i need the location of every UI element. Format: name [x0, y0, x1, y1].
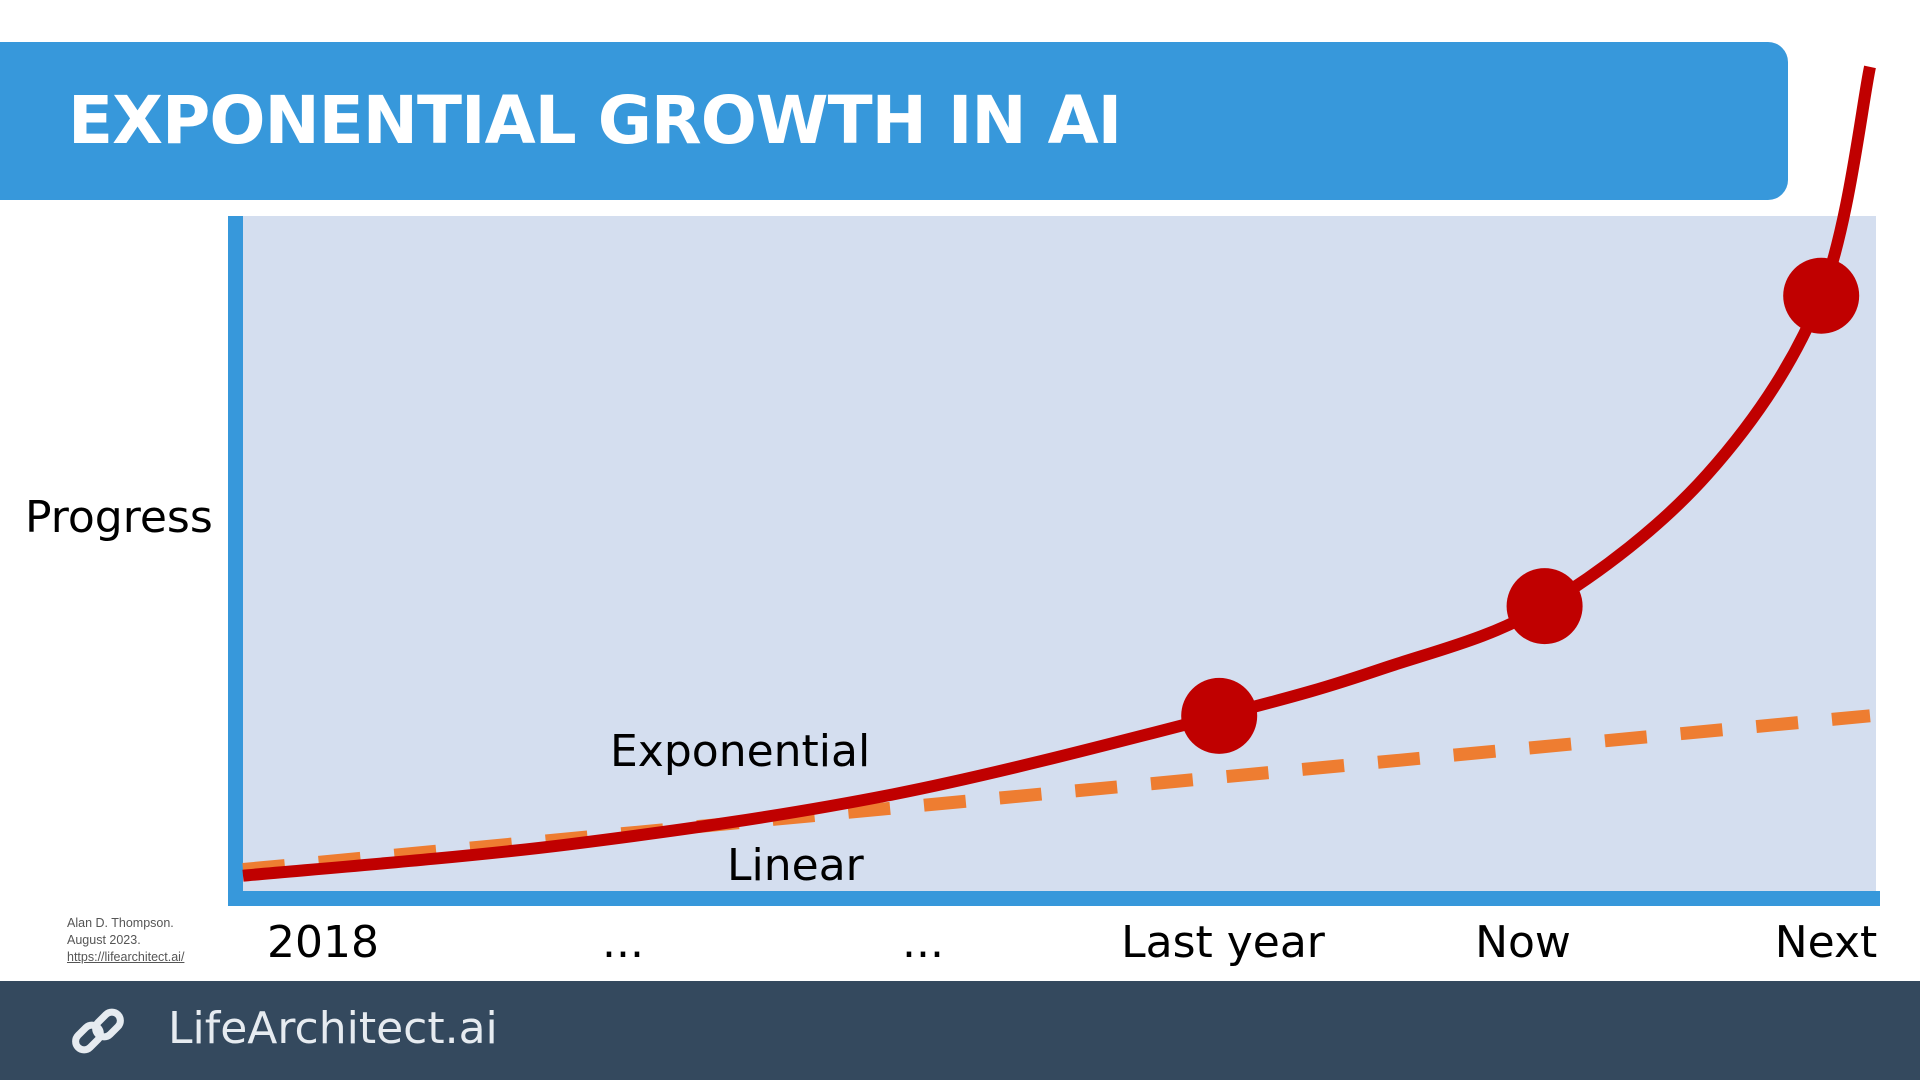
data-point-marker-3	[1783, 257, 1860, 334]
data-point-marker-1	[1181, 677, 1258, 754]
slide-title: EXPONENTIAL GROWTH IN AI	[68, 82, 1122, 159]
plot-background	[228, 216, 1876, 896]
link-icon	[72, 1008, 124, 1054]
y-axis-line	[228, 216, 243, 906]
x-tick-label: Last year	[1121, 917, 1326, 968]
data-point-marker-2	[1506, 568, 1583, 645]
title-banner	[0, 42, 1788, 200]
series-label-exponential: Exponential	[610, 726, 870, 777]
credit-date: August 2023.	[67, 933, 141, 947]
credit-link[interactable]: https://lifearchitect.ai/	[67, 950, 185, 964]
y-axis-label: Progress	[25, 492, 213, 543]
x-tick-label: Now	[1475, 917, 1571, 968]
x-axis-line	[228, 891, 1880, 906]
series-line-exponential	[242, 65, 1876, 882]
x-tick-label: ...	[602, 917, 644, 968]
footer-bar: LifeArchitect.ai	[0, 981, 1920, 1080]
x-tick-label: ...	[902, 917, 944, 968]
series-layer	[242, 65, 1876, 882]
credit-block: Alan D. Thompson. August 2023. https://l…	[67, 915, 184, 966]
series-label-linear: Linear	[727, 840, 865, 891]
credit-author: Alan D. Thompson.	[67, 916, 174, 930]
x-tick-labels: 2018...... Last year Now Next	[267, 917, 1877, 968]
x-tick-label: 2018	[267, 917, 379, 968]
footer-brand: LifeArchitect.ai	[168, 1003, 498, 1054]
x-tick-label: Next	[1775, 917, 1878, 968]
